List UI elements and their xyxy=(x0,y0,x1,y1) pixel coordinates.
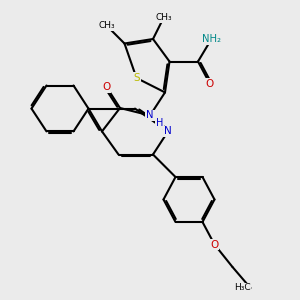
Text: S: S xyxy=(133,73,140,83)
Text: O: O xyxy=(210,239,219,250)
Text: H: H xyxy=(156,118,163,128)
Text: N: N xyxy=(164,126,172,136)
Text: CH₃: CH₃ xyxy=(155,14,172,22)
Text: CH₃: CH₃ xyxy=(98,21,115,30)
Text: O: O xyxy=(102,82,111,92)
Text: H₃C: H₃C xyxy=(234,284,250,292)
Text: N: N xyxy=(146,110,154,121)
Text: O: O xyxy=(206,79,214,89)
Text: NH₂: NH₂ xyxy=(202,34,221,44)
